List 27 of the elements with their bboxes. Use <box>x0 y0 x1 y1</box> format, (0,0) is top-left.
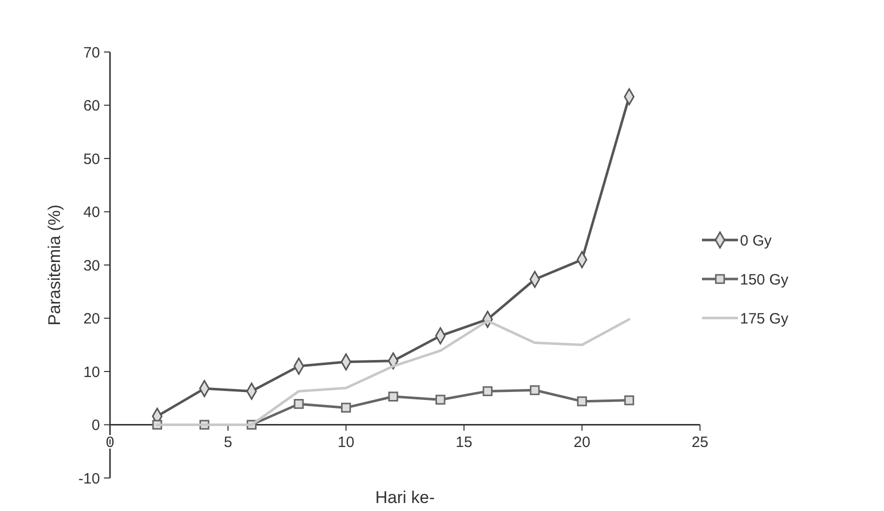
y-tick-label: 30 <box>83 257 100 274</box>
x-axis-title: Hari ke- <box>375 488 435 507</box>
point <box>624 395 634 406</box>
point <box>577 396 587 406</box>
point <box>341 402 351 413</box>
y-tick-label: 50 <box>83 150 100 168</box>
y-tick-label: 20 <box>83 310 100 328</box>
point <box>388 392 398 402</box>
x-tick-label: 15 <box>456 434 472 451</box>
y-axis-title: Parasitemia (%) <box>45 204 64 326</box>
point <box>435 394 446 405</box>
y-tick-label: 0 <box>92 417 100 434</box>
legend-label: 150 Gy <box>740 271 789 288</box>
x-tick-label: 10 <box>338 434 354 451</box>
y-tick-label: 70 <box>83 44 100 62</box>
point <box>482 386 493 396</box>
x-tick-label: 20 <box>574 434 590 451</box>
y-tick-label: 10 <box>83 364 100 381</box>
y-tick-label: 60 <box>83 98 100 114</box>
legend-label: 175 Gy <box>740 310 789 328</box>
legend-label: 0 Gy <box>740 232 772 250</box>
y-tick-label: -10 <box>78 470 100 488</box>
point <box>294 399 304 409</box>
point <box>530 385 540 396</box>
x-tick-label: 5 <box>224 434 232 451</box>
y-tick-label: 40 <box>83 204 100 221</box>
x-tick-label: 25 <box>692 434 708 451</box>
